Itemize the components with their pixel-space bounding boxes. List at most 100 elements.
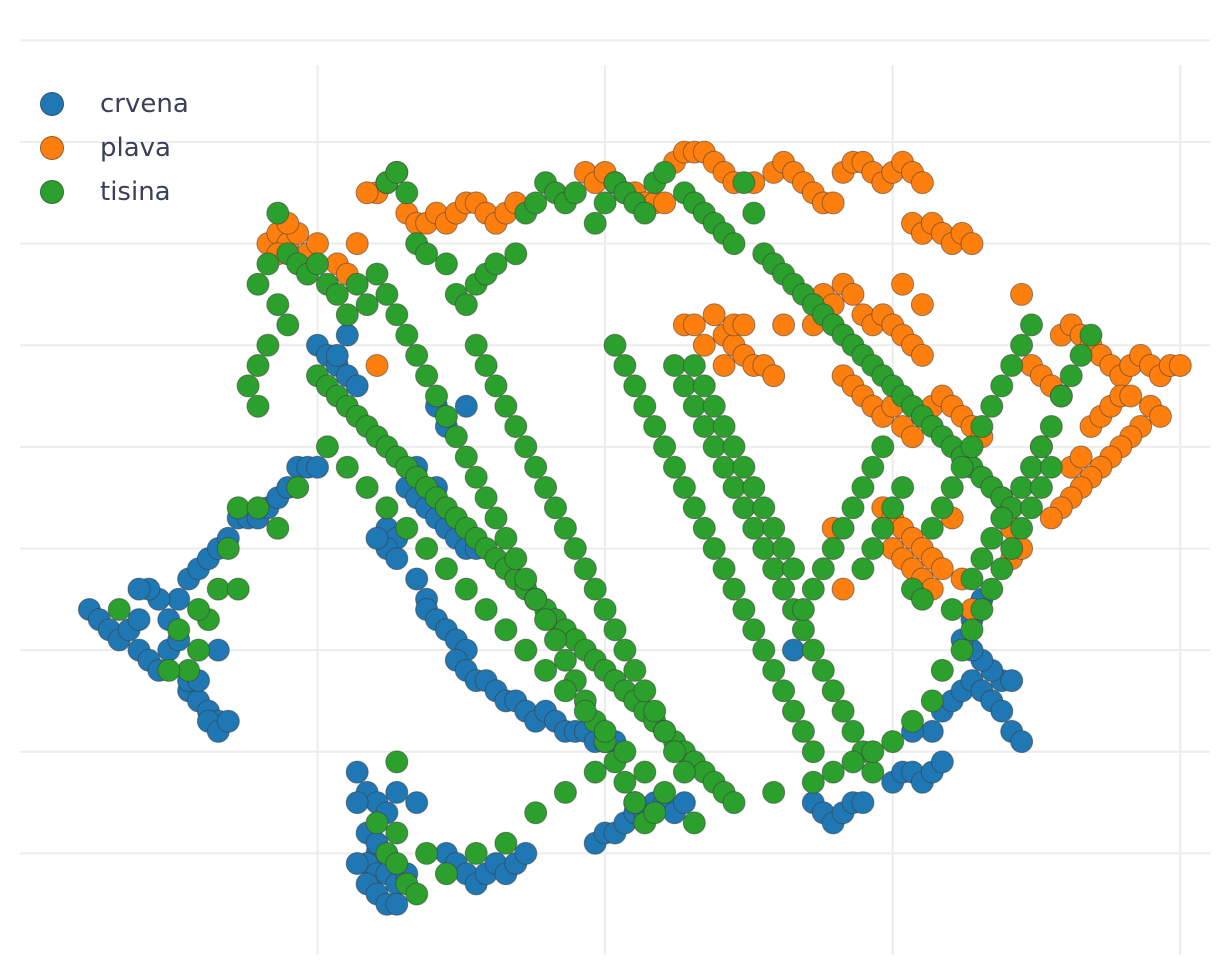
point-tisina[interactable] [633,679,657,703]
point-tisina[interactable] [494,618,518,642]
point-tisina[interactable] [722,232,746,256]
point-tisina[interactable] [593,719,617,743]
point-tisina[interactable] [524,801,548,825]
point-tisina[interactable] [772,679,796,703]
point-tisina[interactable] [643,415,667,438]
point-crvena[interactable] [167,587,191,611]
point-tisina[interactable] [385,303,409,327]
point-plava[interactable] [762,364,786,388]
point-plava[interactable] [732,313,756,337]
point-plava[interactable] [891,272,915,296]
point-tisina[interactable] [841,496,865,520]
point-crvena[interactable] [385,780,409,804]
point-tisina[interactable] [1010,333,1034,357]
point-tisina[interactable] [325,282,349,306]
point-tisina[interactable] [216,537,240,560]
point-tisina[interactable] [980,577,1004,601]
point-tisina[interactable] [821,760,845,784]
point-tisina[interactable] [1079,323,1103,347]
point-tisina[interactable] [831,516,855,540]
point-tisina[interactable] [553,648,577,672]
point-tisina[interactable] [573,557,597,581]
point-tisina[interactable] [742,201,766,225]
point-tisina[interactable] [553,679,577,703]
point-tisina[interactable] [593,598,617,621]
point-tisina[interactable] [871,435,895,459]
point-tisina[interactable] [762,658,786,682]
point-tisina[interactable] [653,435,677,459]
point-tisina[interactable] [494,394,518,418]
point-tisina[interactable] [702,537,726,560]
point-tisina[interactable] [583,760,607,784]
point-tisina[interactable] [633,394,657,418]
point-tisina[interactable] [246,496,270,520]
point-tisina[interactable] [474,354,498,377]
point-tisina[interactable] [633,201,657,225]
point-tisina[interactable] [1039,455,1063,479]
point-tisina[interactable] [415,364,439,388]
point-tisina[interactable] [881,730,905,754]
point-tisina[interactable] [464,841,488,865]
point-tisina[interactable] [613,770,637,794]
point-tisina[interactable] [732,171,756,195]
point-tisina[interactable] [276,313,300,337]
point-tisina[interactable] [514,435,538,459]
point-tisina[interactable] [524,191,548,215]
point-crvena[interactable] [325,343,349,367]
point-tisina[interactable] [682,394,706,418]
point-tisina[interactable] [1039,415,1063,438]
point-tisina[interactable] [861,760,885,784]
point-crvena[interactable] [306,455,329,479]
point-tisina[interactable] [692,374,716,398]
point-tisina[interactable] [504,415,528,438]
point-plava[interactable] [712,354,736,377]
point-crvena[interactable] [920,719,944,743]
point-plava[interactable] [1168,354,1192,377]
point-tisina[interactable] [722,476,746,499]
point-tisina[interactable] [970,415,994,438]
point-crvena[interactable] [1000,669,1024,693]
point-tisina[interactable] [583,577,607,601]
point-tisina[interactable] [1029,435,1053,459]
point-tisina[interactable] [177,658,201,682]
point-tisina[interactable] [742,618,766,642]
point-plava[interactable] [345,232,369,256]
point-tisina[interactable] [920,689,944,713]
point-tisina[interactable] [960,567,984,591]
point-tisina[interactable] [266,516,290,540]
point-tisina[interactable] [920,516,944,540]
point-tisina[interactable] [107,598,131,621]
point-tisina[interactable] [732,598,756,621]
point-tisina[interactable] [772,577,796,601]
point-tisina[interactable] [791,598,815,621]
point-tisina[interactable] [206,577,230,601]
point-tisina[interactable] [811,557,835,581]
point-tisina[interactable] [256,333,280,357]
point-tisina[interactable] [375,282,399,306]
point-tisina[interactable] [405,882,429,906]
point-tisina[interactable] [157,658,181,682]
point-tisina[interactable] [1049,384,1073,408]
legend-item-crvena[interactable]: crvena [40,82,189,126]
point-tisina[interactable] [663,455,686,479]
point-tisina[interactable] [791,719,815,743]
point-plava[interactable] [692,333,716,357]
point-tisina[interactable] [930,658,954,682]
point-tisina[interactable] [484,506,508,530]
point-tisina[interactable] [355,476,379,499]
point-tisina[interactable] [960,435,984,459]
point-tisina[interactable] [712,557,736,581]
point-crvena[interactable] [206,638,230,662]
point-tisina[interactable] [395,323,419,347]
point-tisina[interactable] [1069,343,1093,367]
point-tisina[interactable] [623,791,647,815]
point-tisina[interactable] [663,354,686,377]
point-plava[interactable] [831,577,855,601]
point-crvena[interactable] [405,791,429,815]
point-tisina[interactable] [355,293,379,317]
point-tisina[interactable] [454,445,478,469]
point-tisina[interactable] [613,354,637,377]
point-tisina[interactable] [583,211,607,235]
point-tisina[interactable] [801,770,825,794]
point-plava[interactable] [910,293,934,317]
